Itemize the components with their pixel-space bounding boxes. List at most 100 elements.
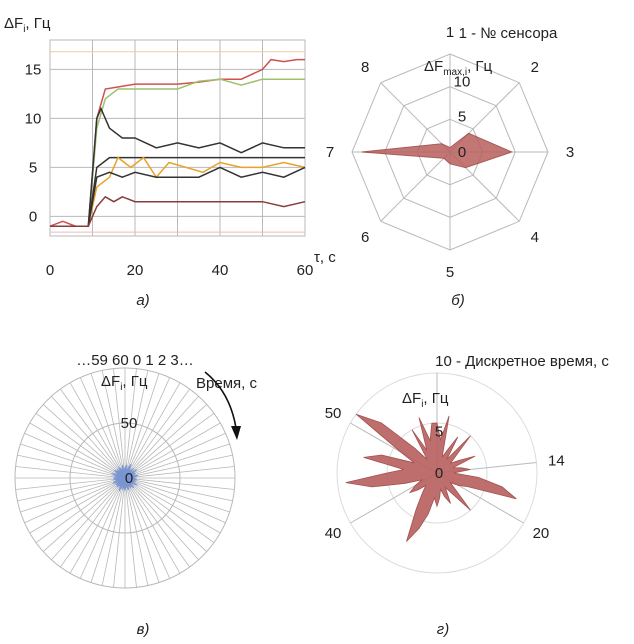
panel-c-spoke bbox=[124, 454, 233, 479]
panel-c-spoke bbox=[15, 477, 126, 490]
panel-d-axis-title: ΔFi, Гц bbox=[402, 390, 449, 410]
panel-a-series bbox=[49, 58, 306, 227]
panel-a-grid bbox=[49, 39, 306, 237]
panel-c-spoke bbox=[42, 404, 126, 479]
panel-c-spoke bbox=[124, 404, 208, 479]
panel-b-header: 1 - № сенсора bbox=[459, 25, 558, 42]
panel-c-spoke bbox=[35, 413, 126, 479]
panel-c-area bbox=[111, 463, 139, 492]
panel-c-spoke bbox=[124, 422, 221, 479]
panel-c-spoke bbox=[124, 382, 181, 479]
panel-c-axis-title: ΔFi, Гц bbox=[101, 373, 148, 393]
panel-b-spoke bbox=[380, 82, 451, 153]
panel-c-spoke bbox=[124, 432, 226, 479]
panel-b-radar-chart: 1 - № сенсора 1 2 3 4 5 6 7 8 0 5 10 ΔFmax,i, Гц б… bbox=[326, 24, 574, 309]
panel-c-value-area bbox=[111, 463, 139, 492]
panel-c-spoke bbox=[124, 477, 171, 579]
panel-b-category-label: 7 bbox=[326, 144, 334, 161]
panel-d-value-area bbox=[345, 413, 517, 542]
panel-a-ytick-label: 5 bbox=[29, 159, 37, 176]
panel-c-spoke bbox=[101, 370, 126, 479]
panel-c-spoke bbox=[124, 477, 208, 552]
panel-c-spoke bbox=[124, 477, 235, 490]
panel-c-spoke bbox=[17, 454, 126, 479]
panel-c-spoke bbox=[124, 477, 221, 534]
panel-a-ytick-label: 10 bbox=[25, 110, 42, 127]
panel-c-time-arrow bbox=[204, 371, 237, 429]
panel-c-spoke bbox=[124, 477, 181, 574]
panel-d-caption: г) bbox=[437, 621, 449, 638]
panel-c-spoke bbox=[24, 477, 126, 524]
panel-c-spoke bbox=[124, 477, 160, 583]
panel-b-category-label: 6 bbox=[361, 229, 369, 246]
panel-b-value-area bbox=[361, 132, 514, 169]
panel-c-spoke bbox=[124, 477, 215, 543]
panel-b-area bbox=[361, 132, 514, 169]
panel-d-area bbox=[345, 413, 517, 542]
panel-d-labels: 14 20 40 50 0 5 bbox=[325, 405, 565, 542]
panel-c-spoke bbox=[90, 373, 126, 479]
panel-c-spoke bbox=[124, 370, 149, 479]
panel-a-xtick-label: 20 bbox=[127, 262, 144, 279]
panel-c-spoke bbox=[15, 466, 126, 479]
panel-b-labels: 1 2 3 4 5 6 7 8 0 5 10 bbox=[326, 24, 574, 281]
panel-c-spoke bbox=[69, 477, 126, 574]
panel-a-xtick-label: 60 bbox=[297, 262, 314, 279]
panel-c-spoke bbox=[124, 395, 199, 479]
panel-c-spoke bbox=[124, 388, 190, 479]
panel-c-labels: 0 50 bbox=[121, 415, 138, 487]
panel-c-arrow-head bbox=[231, 426, 241, 440]
panel-c-spoke bbox=[124, 413, 215, 479]
panel-b-radial-tick: 0 bbox=[458, 144, 466, 161]
panel-c-spoke bbox=[60, 477, 126, 568]
panel-b-category-label: 4 bbox=[531, 229, 539, 246]
panel-a-xtick-label: 40 bbox=[212, 262, 229, 279]
panel-c-spoke bbox=[79, 377, 126, 479]
panel-c-spoke bbox=[79, 477, 126, 579]
panel-c-radial-tick: 50 bbox=[121, 415, 138, 432]
panel-c-spoke bbox=[35, 477, 126, 543]
panel-c-spoke bbox=[124, 373, 160, 479]
panel-a-xtick-label: 0 bbox=[46, 262, 54, 279]
panel-b-category-label: 1 bbox=[446, 24, 454, 41]
panel-a-caption: а) bbox=[136, 292, 149, 309]
panel-a-ytick-label: 0 bbox=[29, 208, 37, 225]
panel-d-spoke-label: 50 bbox=[325, 405, 342, 422]
panel-d-spoke-label: 40 bbox=[325, 525, 342, 542]
panel-c-spoke bbox=[124, 477, 230, 513]
panel-d-spoke-label: 14 bbox=[548, 452, 565, 469]
panel-c-spoke bbox=[101, 477, 126, 586]
panel-c-spoke bbox=[124, 477, 233, 502]
panel-b-radial-tick: 10 bbox=[454, 73, 471, 90]
panel-c-spoke bbox=[20, 443, 126, 479]
panel-b-spoke bbox=[380, 151, 451, 222]
panel-a-ytick-label: 15 bbox=[25, 61, 42, 78]
panel-c-grid bbox=[14, 367, 236, 589]
panel-d-radar-chart: 10 - Дискретное время, с 14 20 40 50 0 5 ΔFi,… bbox=[325, 353, 610, 638]
panel-c-spoke bbox=[124, 477, 199, 561]
panel-c-spoke bbox=[60, 388, 126, 479]
panel-c-spoke bbox=[20, 477, 126, 513]
panel-a-series-line bbox=[50, 195, 306, 227]
panel-c-spoke bbox=[90, 477, 126, 583]
panel-a-xlabel: τ, с bbox=[314, 249, 336, 266]
panel-d-radial-tick: 5 bbox=[435, 423, 443, 440]
panel-c-spoke bbox=[124, 477, 137, 588]
panel-c-radial-tick: 0 bbox=[125, 470, 133, 487]
panel-b-axis-title: ΔFmax,i, Гц bbox=[424, 58, 493, 78]
panel-c-spoke bbox=[124, 477, 226, 524]
panel-c-top-labels: …59 60 0 1 2 3… bbox=[76, 352, 194, 369]
panel-a-line-chart: ΔFi, Гц 0 20 40 60 0 5 10 15 τ, с а) bbox=[4, 15, 336, 309]
panel-b-radial-tick: 5 bbox=[458, 109, 466, 126]
panel-d-spoke-label: 20 bbox=[533, 525, 550, 542]
panel-c-spoke bbox=[124, 477, 190, 568]
panel-c-arrow-label: Время, с bbox=[196, 375, 257, 392]
panel-c-caption: в) bbox=[137, 621, 150, 638]
panel-c-spoke bbox=[29, 477, 126, 534]
panel-b-caption: б) bbox=[451, 292, 464, 309]
panel-c-spoke bbox=[124, 443, 230, 479]
panel-d-header: 10 - Дискретное время, с bbox=[435, 353, 609, 370]
panel-d-radial-tick: 0 bbox=[435, 465, 443, 482]
panel-c-spoke bbox=[42, 477, 126, 552]
panel-c-spoke bbox=[124, 466, 235, 479]
